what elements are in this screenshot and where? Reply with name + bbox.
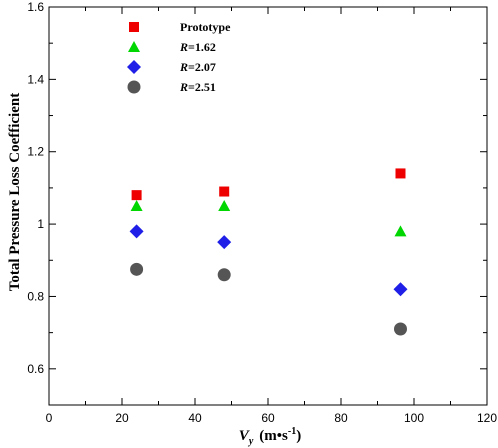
y-axis-title: Total Pressure Loss Coefficient (7, 93, 23, 291)
x-axis-symbol: V (239, 428, 251, 444)
plot-border (48, 6, 488, 406)
y-tick-label: 0.6 (27, 362, 44, 376)
tick-labels: 0 20 40 60 80 100 120 0.6 0.8 1 1.2 1.4 1.6 (27, 0, 497, 425)
axis-ticks (48, 6, 488, 406)
x-axis-units: (m•s (259, 428, 288, 444)
legend-marker-circle (127, 80, 141, 94)
legend-marker-triangle (128, 41, 140, 52)
legend-label: Prototype (180, 20, 231, 34)
x-axis-subscript: y (248, 436, 254, 447)
y-tick-label: 1.2 (27, 145, 44, 159)
x-tick-label: 120 (477, 411, 497, 425)
data-point-triangle (218, 200, 231, 211)
x-tick-label: 40 (188, 411, 202, 425)
x-axis-title: Vy (m•s-1) (239, 426, 301, 447)
data-point-triangle (394, 225, 407, 237)
y-tick-label: 1 (37, 217, 44, 231)
legend: Prototype R=1.62 R=2.07 R=2.51 (127, 20, 231, 94)
legend-label: R=2.51 (179, 80, 216, 94)
data-point-circle (130, 262, 144, 276)
x-tick-label: 0 (46, 411, 53, 425)
y-tick-label: 1.6 (27, 0, 44, 14)
legend-marker-diamond (127, 60, 141, 74)
plot-area (48, 6, 488, 406)
x-axis-units-exponent: -1 (288, 426, 296, 437)
data-point-circle (217, 268, 231, 282)
x-axis-units-close: ) (296, 428, 301, 444)
y-tick-label: 1.4 (27, 72, 44, 86)
data-point-square (219, 186, 230, 197)
data-point-triangle (130, 200, 143, 211)
data-point-diamond (393, 282, 408, 297)
x-tick-label: 60 (261, 411, 275, 425)
x-tick-label: 100 (404, 411, 424, 425)
data-point-square (131, 190, 142, 201)
legend-label: R=1.62 (179, 40, 216, 54)
legend-marker-square (129, 22, 139, 32)
data-point-square (395, 168, 406, 179)
x-tick-label: 20 (115, 411, 129, 425)
legend-label: R=2.07 (179, 60, 216, 74)
data-point-diamond (129, 224, 144, 239)
y-tick-label: 0.8 (27, 289, 44, 303)
data-point-diamond (217, 235, 232, 250)
x-tick-label: 80 (334, 411, 348, 425)
data-points (129, 168, 408, 336)
data-point-circle (393, 322, 407, 336)
